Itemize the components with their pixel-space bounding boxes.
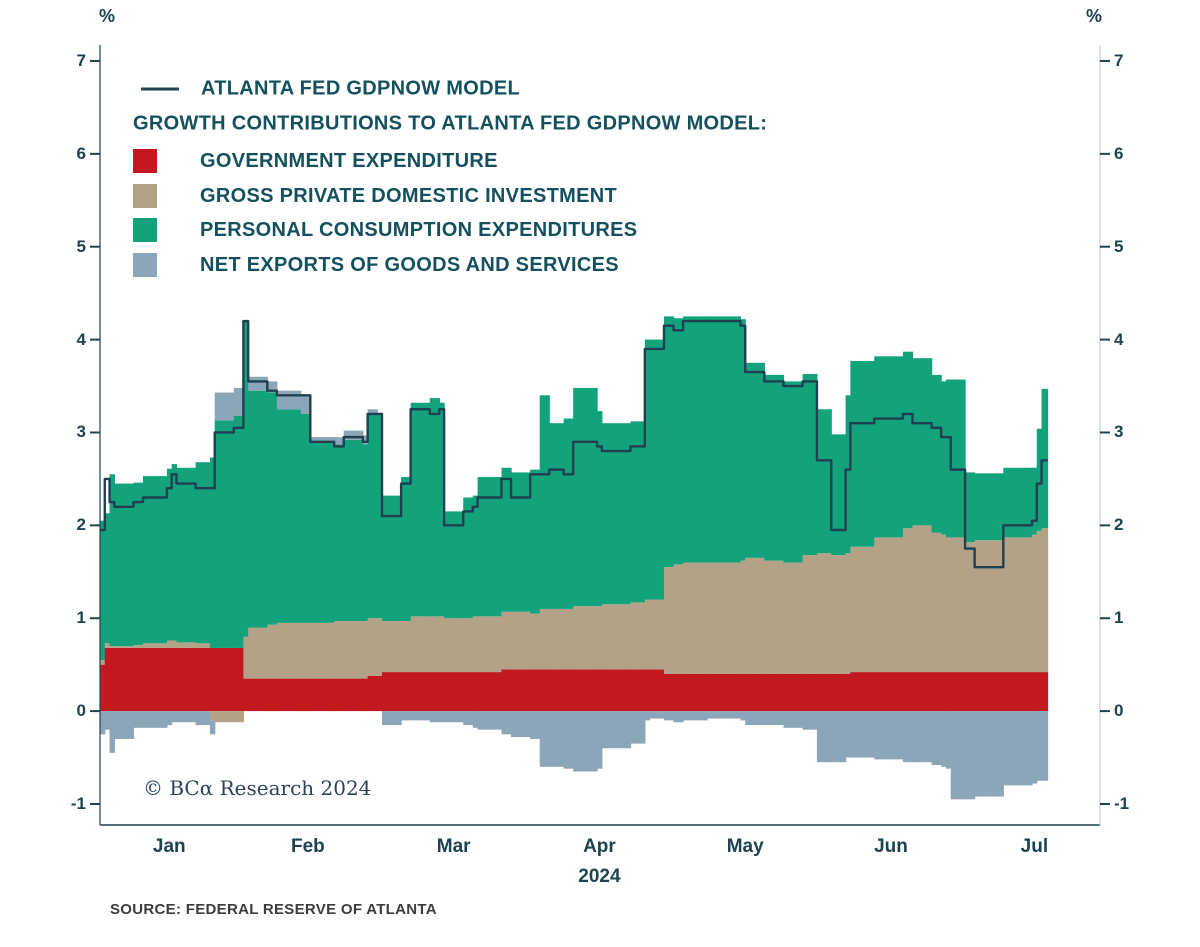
- investment-swatch: [133, 184, 157, 208]
- y-tick-right-1: 1: [1114, 608, 1124, 628]
- legend-item-government: GOVERNMENT EXPENDITURE: [133, 149, 498, 173]
- y-tick-right-0: 0: [1114, 701, 1124, 721]
- y-tick-left-0: 0: [76, 701, 86, 721]
- y-tick-right-4: 4: [1114, 329, 1124, 349]
- x-label-mar: Mar: [436, 836, 471, 857]
- percent-label-left: %: [99, 6, 116, 26]
- legend-item-net-exports: NET EXPORTS OF GOODS AND SERVICES: [133, 253, 619, 277]
- legend-item-investment: GROSS PRIVATE DOMESTIC INVESTMENT: [133, 184, 617, 208]
- y-tick-left--1: -1: [70, 793, 86, 813]
- x-label-jan: Jan: [152, 836, 186, 857]
- y-tick-left-3: 3: [76, 422, 86, 442]
- y-tick-left-4: 4: [76, 329, 86, 349]
- percent-label-right: %: [1086, 6, 1103, 26]
- consumption-swatch: [133, 218, 157, 242]
- legend-heading-row: GROWTH CONTRIBUTIONS TO ATLANTA FED GDPN…: [133, 113, 767, 136]
- x-label-feb: Feb: [291, 836, 325, 857]
- y-tick-right-2: 2: [1114, 515, 1124, 535]
- axes: [90, 45, 1110, 826]
- source-note: SOURCE: FEDERAL RESERVE OF ATLANTA: [110, 901, 437, 918]
- legend-item-consumption: PERSONAL CONSUMPTION EXPENDITURES: [133, 218, 637, 242]
- legend-government-label: GOVERNMENT EXPENDITURE: [200, 149, 498, 172]
- y-tick-right-6: 6: [1114, 143, 1124, 163]
- net-exports-swatch: [133, 253, 157, 277]
- y-tick-left-6: 6: [76, 143, 86, 163]
- legend-consumption-label: PERSONAL CONSUMPTION EXPENDITURES: [200, 218, 638, 241]
- stacked-areas: [100, 316, 1049, 800]
- model-line-swatch: [141, 87, 179, 91]
- y-tick-right-3: 3: [1114, 422, 1124, 442]
- y-tick-left-2: 2: [76, 515, 86, 535]
- x-label-jun: Jun: [874, 836, 908, 857]
- legend-model-row: ATLANTA FED GDPNOW MODEL: [141, 78, 520, 101]
- y-tick-right-7: 7: [1114, 50, 1124, 70]
- x-year-label: 2024: [578, 866, 621, 887]
- legend-model-label: ATLANTA FED GDPNOW MODEL: [201, 77, 521, 100]
- legend-investment-label: GROSS PRIVATE DOMESTIC INVESTMENT: [200, 184, 617, 207]
- y-tick-left-5: 5: [76, 236, 86, 256]
- legend-net-exports-label: NET EXPORTS OF GOODS AND SERVICES: [200, 253, 619, 276]
- x-label-jul: Jul: [1020, 836, 1049, 857]
- bca-copyright: © BCα Research 2024: [143, 776, 372, 800]
- legend-contrib-heading: GROWTH CONTRIBUTIONS TO ATLANTA FED GDPN…: [133, 112, 768, 135]
- government-swatch: [133, 149, 157, 173]
- x-label-may: May: [726, 836, 764, 857]
- x-label-apr: Apr: [583, 836, 616, 857]
- y-tick-right-5: 5: [1114, 236, 1124, 256]
- y-tick-right--1: -1: [1114, 793, 1130, 813]
- y-tick-left-1: 1: [76, 608, 86, 628]
- gdpnow-line: [100, 319, 1048, 569]
- y-tick-left-7: 7: [76, 50, 86, 70]
